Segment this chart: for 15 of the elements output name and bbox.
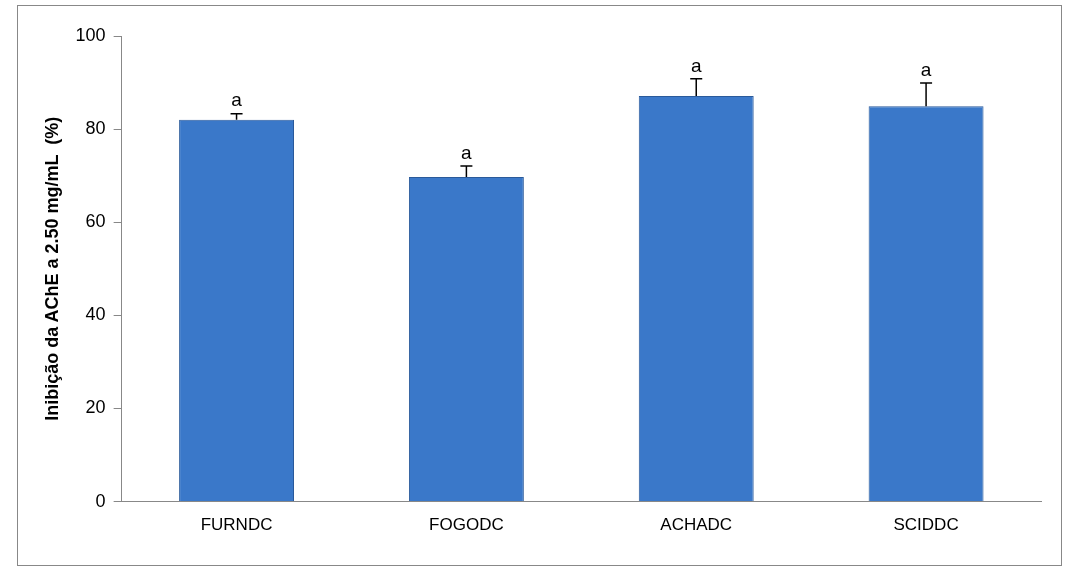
y-tick-label: 80 <box>85 118 106 139</box>
annotation: a <box>920 58 932 80</box>
x-tick-label: FOGODC <box>429 515 504 535</box>
x-tick-label: ACHADC <box>660 515 733 535</box>
y-tick-label: 100 <box>75 24 106 45</box>
y-tick-label: 0 <box>95 490 106 511</box>
y-axis-title: Inibição da AChE a 2.50 mg/mL (%) <box>41 116 62 421</box>
annotation: a <box>690 54 702 76</box>
annotation: a <box>231 89 243 111</box>
annotation: a <box>461 141 473 163</box>
y-tick-label: 40 <box>85 304 106 325</box>
y-tick-label: 60 <box>85 211 106 232</box>
x-tick-label: SCIDDC <box>893 515 959 535</box>
x-tick-label: FURNDC <box>200 515 273 535</box>
y-tick-label: 20 <box>85 397 106 418</box>
